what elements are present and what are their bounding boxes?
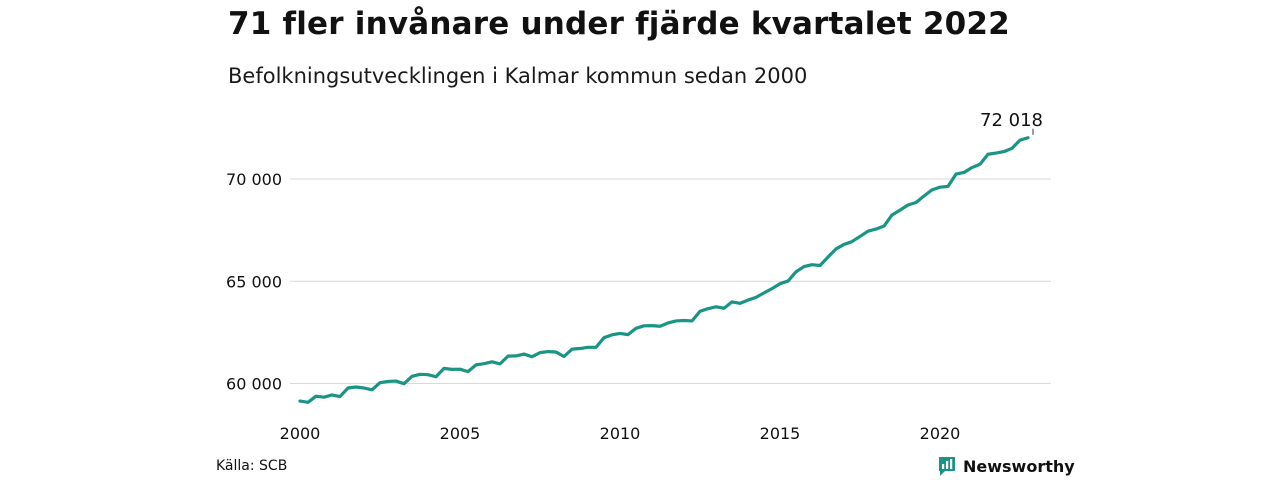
y-tick-label: 65 000: [226, 272, 282, 291]
last-value-label: 72 018: [980, 110, 1043, 131]
x-tick-label: 2005: [440, 424, 481, 443]
x-tick-label: 2015: [760, 424, 801, 443]
y-tick-label: 70 000: [226, 170, 282, 189]
population-line: [298, 136, 1030, 404]
chart-title: 71 fler invånare under fjärde kvartalet …: [228, 6, 1010, 42]
x-tick-label: 2010: [600, 424, 641, 443]
brand-logo: Newsworthy: [937, 455, 1075, 477]
x-tick-label: 2020: [920, 424, 961, 443]
brand-name: Newsworthy: [963, 456, 1075, 476]
chart-bubble-icon: [939, 457, 955, 476]
chart-subtitle: Befolkningsutvecklingen i Kalmar kommun …: [228, 64, 808, 88]
source-note: Källa: SCB: [216, 458, 288, 474]
y-tick-label: 60 000: [226, 375, 282, 394]
x-tick-label: 2000: [280, 424, 321, 443]
